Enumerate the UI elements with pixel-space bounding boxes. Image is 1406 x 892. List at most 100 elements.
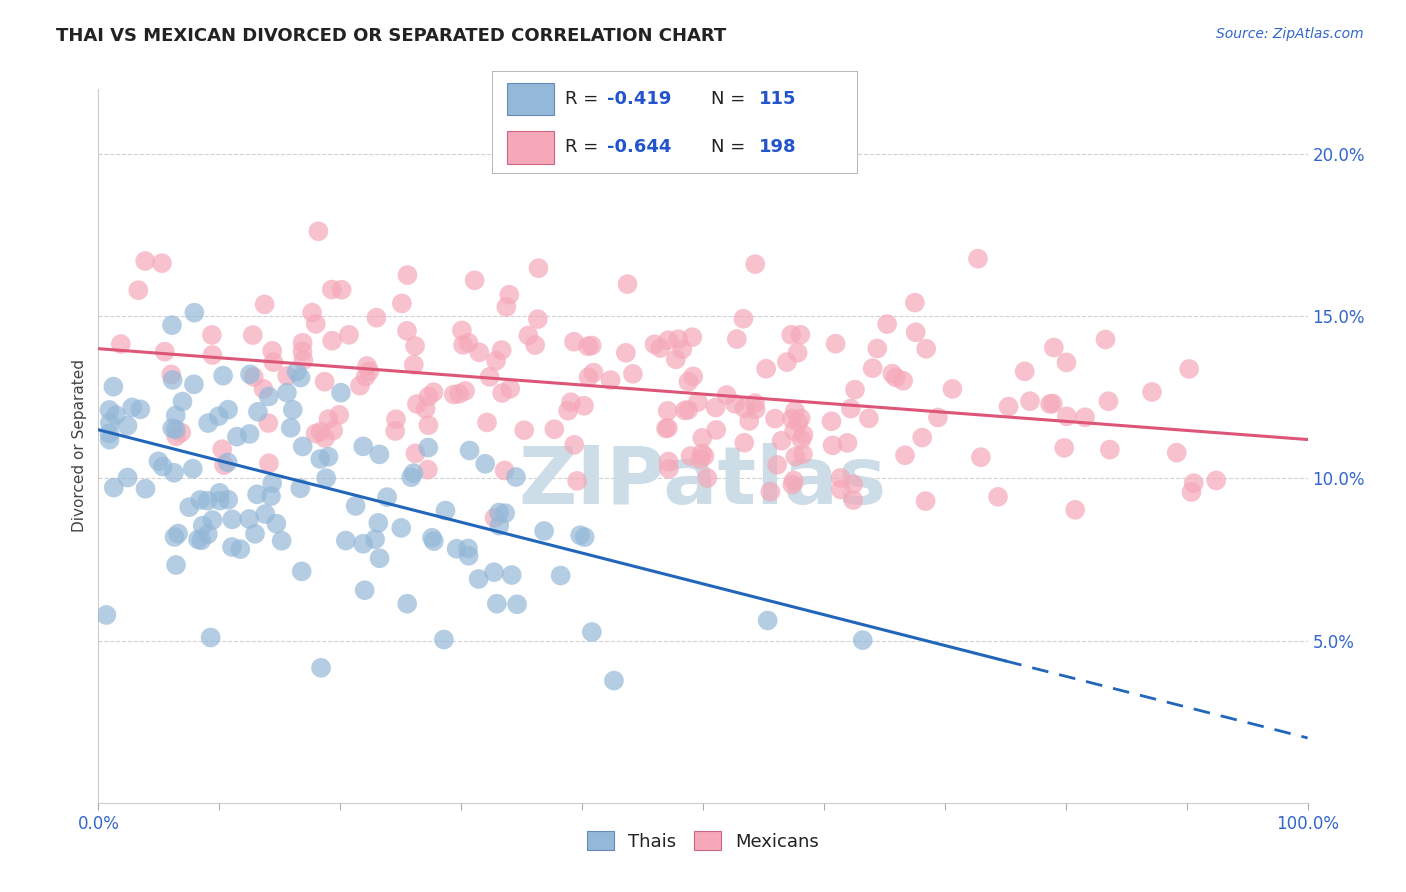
- Point: [866, 342, 889, 356]
- Point: [792, 447, 814, 461]
- Point: [321, 283, 343, 297]
- Point: [335, 533, 357, 548]
- Point: [314, 431, 336, 445]
- Point: [221, 512, 243, 526]
- Point: [582, 366, 605, 380]
- Point: [315, 471, 337, 485]
- Point: [162, 421, 184, 435]
- Point: [366, 310, 388, 325]
- Point: [484, 510, 506, 524]
- Point: [725, 332, 748, 346]
- Point: [716, 388, 738, 402]
- Point: [163, 530, 186, 544]
- Point: [322, 424, 344, 438]
- Point: [690, 446, 713, 460]
- Point: [127, 283, 149, 297]
- Point: [759, 484, 782, 499]
- Point: [457, 549, 479, 563]
- Point: [755, 361, 778, 376]
- Point: [368, 447, 391, 461]
- Point: [565, 474, 588, 488]
- Point: [418, 441, 440, 455]
- Point: [152, 459, 174, 474]
- Point: [488, 506, 510, 520]
- Point: [217, 492, 239, 507]
- Point: [1205, 474, 1227, 488]
- Point: [517, 328, 540, 343]
- Point: [402, 358, 425, 372]
- Point: [301, 306, 323, 320]
- Point: [501, 568, 523, 582]
- Point: [1056, 355, 1078, 369]
- Point: [527, 261, 550, 276]
- Point: [689, 452, 711, 467]
- Point: [364, 533, 387, 547]
- Point: [562, 334, 585, 349]
- Point: [270, 533, 292, 548]
- Point: [239, 426, 262, 441]
- Point: [678, 375, 700, 389]
- Point: [1178, 362, 1201, 376]
- Point: [454, 384, 477, 398]
- Point: [738, 414, 761, 428]
- Point: [457, 541, 479, 556]
- Point: [396, 268, 419, 282]
- Point: [498, 287, 520, 301]
- Point: [914, 494, 936, 508]
- Point: [197, 493, 219, 508]
- Point: [621, 367, 644, 381]
- Point: [485, 597, 508, 611]
- Point: [560, 395, 582, 409]
- Point: [578, 370, 600, 384]
- Point: [260, 489, 283, 503]
- Point: [569, 528, 592, 542]
- Point: [557, 403, 579, 417]
- Point: [212, 458, 235, 472]
- Point: [148, 454, 170, 468]
- Point: [789, 327, 811, 342]
- Point: [572, 399, 595, 413]
- Point: [321, 334, 343, 348]
- Text: -0.419: -0.419: [607, 90, 672, 108]
- Point: [170, 425, 193, 440]
- Point: [458, 443, 481, 458]
- Point: [291, 565, 314, 579]
- Point: [451, 323, 474, 337]
- Point: [290, 481, 312, 495]
- Point: [657, 454, 679, 468]
- Point: [318, 412, 340, 426]
- Point: [352, 439, 374, 453]
- Point: [117, 418, 139, 433]
- Point: [290, 370, 312, 384]
- Point: [201, 328, 224, 343]
- Text: 198: 198: [759, 138, 797, 156]
- Point: [491, 343, 513, 357]
- Point: [187, 533, 209, 547]
- Point: [443, 387, 465, 401]
- Point: [1140, 384, 1163, 399]
- Point: [359, 364, 381, 378]
- Text: N =: N =: [711, 138, 751, 156]
- Point: [162, 373, 184, 387]
- Point: [367, 516, 389, 530]
- Point: [208, 493, 231, 508]
- Point: [165, 409, 187, 423]
- Point: [766, 458, 789, 472]
- Point: [285, 365, 308, 379]
- Point: [103, 481, 125, 495]
- Point: [243, 526, 266, 541]
- Text: R =: R =: [565, 90, 605, 108]
- Point: [657, 404, 679, 418]
- Point: [733, 311, 755, 326]
- Point: [482, 565, 505, 579]
- Point: [1019, 394, 1042, 409]
- Point: [704, 423, 727, 437]
- Point: [262, 476, 284, 491]
- Point: [693, 449, 716, 463]
- Point: [690, 431, 713, 445]
- Point: [842, 493, 865, 508]
- Point: [967, 252, 990, 266]
- Point: [307, 224, 329, 238]
- Point: [733, 435, 755, 450]
- Point: [402, 466, 425, 480]
